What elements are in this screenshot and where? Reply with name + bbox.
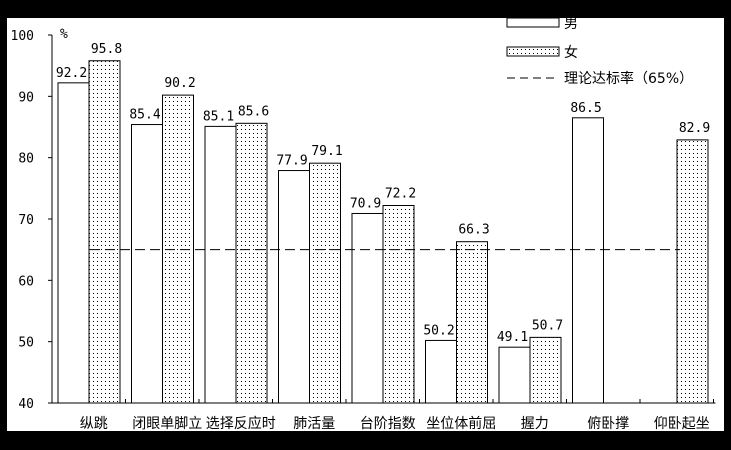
category-label: 台阶指数 (360, 416, 416, 432)
value-label-female: 85.6 (238, 104, 269, 119)
category-label: 闭眼单脚立 (132, 416, 202, 432)
bar-male (204, 125, 237, 404)
value-label-female: 50.7 (532, 318, 563, 333)
value-label-male: 85.1 (203, 109, 234, 124)
bar-male (425, 339, 457, 404)
value-label-female: 95.8 (91, 42, 122, 57)
bar-male (498, 346, 531, 404)
category-label: 仰卧起坐 (654, 416, 710, 432)
value-label-female: 72.2 (385, 187, 416, 202)
bar-female (529, 336, 562, 404)
bar-female (676, 139, 709, 404)
bar-female (382, 205, 415, 404)
y-tick-label: 100 (11, 29, 34, 44)
value-label-male: 50.2 (423, 323, 454, 338)
value-label-male: 92.2 (56, 66, 87, 81)
legend-label-female: 女 (564, 44, 578, 61)
legend-swatch-male (506, 17, 560, 28)
category-label: 纵跳 (80, 416, 108, 432)
value-label-female: 79.1 (311, 144, 342, 159)
value-label-male: 70.9 (350, 196, 381, 211)
bar-female (88, 60, 121, 404)
category-label: 选择反应时 (206, 415, 276, 432)
bar-female (456, 241, 488, 404)
bar-female (309, 162, 341, 404)
y-tick-label: 90 (18, 90, 34, 105)
legend-label-male: 男 (564, 16, 578, 32)
bar-male (131, 124, 163, 404)
bar-male (351, 212, 384, 404)
value-label-male: 77.9 (276, 154, 307, 169)
category-label: 肺活量 (293, 416, 335, 432)
bar-female (162, 94, 194, 404)
y-tick-label: 70 (18, 213, 34, 228)
chart-frame: 40 50 60 70 80 90 100% 92.2 95.8 纵跳 85.4 90.2 闭眼单脚立 8… (7, 16, 724, 432)
bar-female (235, 122, 268, 404)
value-label-female: 90.2 (164, 76, 195, 91)
y-tick-label: 60 (18, 274, 34, 289)
value-label-male: 86.5 (570, 101, 601, 116)
bar-male (278, 170, 310, 404)
category-label: 坐位体前屈 (426, 415, 496, 432)
value-label-female: 82.9 (679, 121, 710, 136)
bar-male (57, 82, 90, 404)
value-label-male: 85.4 (129, 108, 160, 123)
legend-label-reference: 理论达标率（65%） (564, 70, 693, 87)
legend-swatch-female (506, 46, 560, 57)
category-label: 俯卧撑 (587, 416, 629, 432)
value-label-male: 49.1 (497, 330, 528, 345)
y-tick-label: 80 (18, 152, 34, 167)
y-tick-label: 40 (18, 397, 34, 412)
y-tick-label: 50 (18, 336, 34, 351)
category-label: 握力 (521, 416, 549, 432)
bar-male (572, 117, 604, 404)
y-unit-label: % (60, 27, 68, 42)
value-label-female: 66.3 (458, 223, 489, 238)
